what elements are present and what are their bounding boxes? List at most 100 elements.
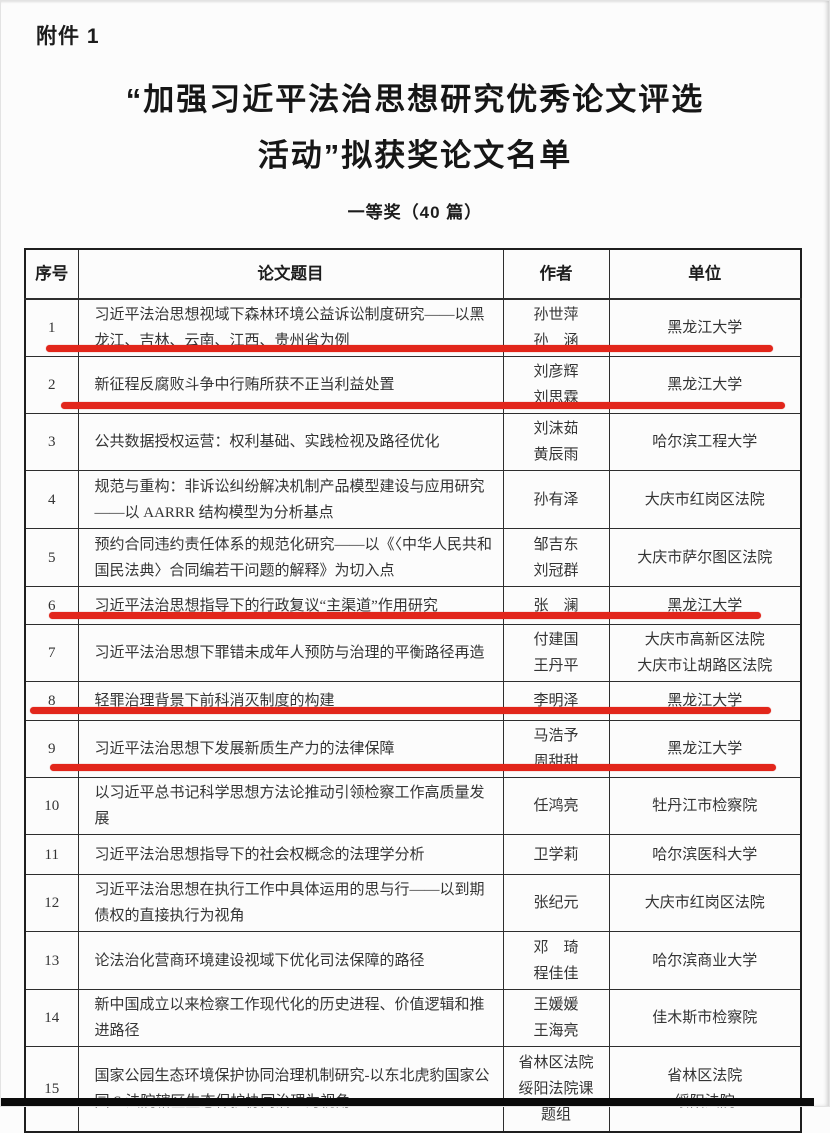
cell-text-line: 任鸿亮 [533, 798, 579, 814]
table-row: 5 预约合同违约责任体系的规范化研究——以《〈中华人民共和国民法典〉合同编若干问题… [24, 528, 802, 587]
red-underline [50, 764, 776, 771]
cell-unit: 大庆市红岗区法院 [608, 874, 802, 932]
cell-unit: 大庆市高新区法院 大庆市让胡路区法院 [608, 624, 802, 682]
table-row: 14 新中国成立以来检察工作现代化的历史进程、价值逻辑和推进路径 王媛媛 王海亮 佳木斯… [24, 989, 802, 1047]
cell-text-line: 黑龙江大学 [667, 320, 743, 336]
cell-text-line: 哈尔滨医科大学 [652, 846, 758, 863]
cell-text-line: 大庆市红岗区法院 [644, 491, 765, 508]
cell-text-line: 哈尔滨工程大学 [652, 434, 758, 450]
cell-unit: 黑龙江大学 [608, 681, 802, 721]
cell-text-line: 绥阳法院课 [518, 1080, 594, 1097]
table-row: 13 论法治化营商环境建设视域下优化司法保障的路径 邓 琦程佳佳 哈尔滨商业大学 [24, 931, 802, 990]
cell-serial-number: 7 [24, 624, 79, 682]
cell-text-line: 佳木斯市检察院 [652, 1010, 758, 1026]
attachment-label: 附件 1 [36, 25, 100, 48]
cell-unit: 佳木斯市检察院 [608, 989, 802, 1047]
red-underline [46, 345, 773, 352]
cell-text-line: 刘沫茹 [533, 421, 579, 437]
cell-text-line: 王媛媛 [533, 997, 579, 1013]
table-row: 11 习近平法治思想指导下的社会权概念的法理学分析 卫学莉 哈尔滨医科大学 [24, 834, 802, 875]
cell-text-line: 刘彦辉 [533, 364, 579, 380]
cell-authors: 卫学莉 [502, 834, 610, 875]
document-title-line1: “加强习近平法治思想研究优秀论文评选 [125, 82, 705, 117]
cell-paper-title: 习近平法治思想下罪错未成年人预防与治理的平衡路径再造 [77, 624, 504, 682]
table-row: 1 习近平法治思想视域下森林环境公益诉讼制度研究——以黑龙江、吉林、云南、江西、贵… [24, 298, 802, 357]
photo-edge-bar [0, 1098, 814, 1107]
table-row: 12 习近平法治思想在执行工作中具体运用的思与行——以到期债权的直接执行为视角 张纪… [24, 874, 802, 932]
red-underline [30, 707, 771, 714]
table-row: 3 公共数据授权运营：权利基础、实践检视及路径优化 刘沫茹黄辰雨 哈尔滨工程大学 [24, 413, 802, 471]
cell-text-line: 省林区法院 [667, 1067, 743, 1084]
cell-authors: 任鸿亮 [502, 777, 610, 835]
prize-level-subtitle: 一等奖（40 篇） [347, 203, 483, 222]
cell-authors: 孙有泽 [502, 470, 610, 529]
cell-text-line: 大庆市让胡路区法院 [637, 658, 773, 674]
cell-text-line: 大庆市高新区法院 [644, 632, 765, 648]
cell-serial-number: 3 [24, 413, 79, 471]
header-title: 论文题目 [77, 248, 504, 300]
cell-serial-number: 5 [24, 528, 79, 587]
cell-serial-number: 12 [24, 874, 79, 932]
cell-unit: 牡丹江市检察院 [608, 777, 802, 835]
header-no: 序号 [24, 248, 79, 300]
cell-unit: 大庆市红岗区法院 [608, 470, 802, 529]
cell-text-line: 邓 琦 [533, 939, 579, 956]
cell-text-line: 王丹平 [533, 658, 579, 674]
document-title-line2: 活动”拟获奖论文名单 [257, 138, 573, 173]
header-unit: 单位 [608, 248, 802, 300]
cell-text-line: 邹吉东 [533, 536, 579, 553]
table-row: 10 以习近平总书记科学思想方法论推动引领检察工作高质量发展 任鸿亮 牡丹江市检察院 [24, 777, 802, 835]
cell-serial-number: 8 [24, 681, 79, 721]
cell-text-line: 刘冠群 [533, 562, 579, 579]
cell-serial-number: 13 [24, 931, 79, 990]
cell-authors: 邹吉东 刘冠群 [502, 528, 610, 587]
cell-unit: 哈尔滨工程大学 [608, 413, 802, 471]
cell-paper-title: 以习近平总书记科学思想方法论推动引领检察工作高质量发展 [77, 777, 504, 835]
cell-paper-title: 论法治化营商环境建设视域下优化司法保障的路径 [77, 931, 504, 990]
red-underline [49, 612, 761, 619]
cell-text-line: 哈尔滨商业大学 [652, 952, 758, 969]
cell-text-line: 牡丹江市检察院 [652, 798, 758, 814]
cell-paper-title: 国家公园生态环境保护协同治理机制研究-以东北虎豹国家公园 S 法院辖区生态保护协… [77, 1046, 504, 1132]
cell-paper-title: 习近平法治思想在执行工作中具体运用的思与行——以到期债权的直接执行为视角 [77, 874, 504, 932]
cell-authors: 张纪元 [502, 874, 610, 932]
table-row: 7 习近平法治思想下罪错未成年人预防与治理的平衡路径再造 付建国 王丹平 大庆市高新区法… [24, 624, 802, 682]
cell-paper-title: 习近平法治思想指导下的社会权概念的法理学分析 [77, 834, 504, 875]
cell-text-line: 省林区法院 [518, 1054, 594, 1071]
cell-serial-number: 15 [24, 1046, 79, 1132]
table-row: 4 规范与重构：非诉讼纠纷解决机制产品模型建设与应用研究——以 AARRR 结构模… [24, 470, 802, 529]
cell-authors: 李明泽 [502, 681, 610, 721]
cell-text-line: 大庆市萨尔图区法院 [637, 549, 773, 566]
cell-text-line: 黑龙江大学 [667, 693, 743, 709]
cell-serial-number: 10 [24, 777, 79, 835]
cell-text-line: 孙世萍 [533, 307, 579, 323]
award-paper-table: 序号 论文题目 作者 单位 1 习近平法治思想视域下森林环境公益诉讼制度研究——以… [24, 248, 802, 1133]
cell-text-line: 张 澜 [533, 597, 579, 614]
cell-authors: 省林区法院 绥阳法院课 题组 [502, 1046, 610, 1132]
cell-serial-number: 14 [24, 989, 79, 1047]
cell-serial-number: 4 [24, 470, 79, 529]
cell-unit: 哈尔滨商业大学 [608, 931, 802, 990]
cell-text-line: 卫学莉 [533, 846, 579, 863]
cell-text-line: 黑龙江大学 [667, 741, 743, 757]
cell-text-line: 张纪元 [533, 895, 579, 911]
cell-serial-number: 11 [24, 834, 79, 875]
cell-paper-title: 规范与重构：非诉讼纠纷解决机制产品模型建设与应用研究——以 AARRR 结构模型… [77, 470, 504, 529]
cell-text-line: 黑龙江大学 [667, 377, 743, 393]
cell-text-line: 黄辰雨 [533, 447, 579, 463]
cell-text-line: 王海亮 [533, 1023, 579, 1039]
header-author: 作者 [502, 248, 610, 300]
cell-text-line: 李明泽 [533, 693, 579, 709]
cell-authors: 付建国 王丹平 [502, 624, 610, 682]
cell-text-line: 大庆市红岗区法院 [644, 895, 765, 911]
table-row: 8 轻罪治理背景下前科消灭制度的构建 李明泽 黑龙江大学 [24, 681, 802, 721]
cell-text-line: 黑龙江大学 [667, 597, 743, 614]
cell-paper-title: 轻罪治理背景下前科消灭制度的构建 [77, 681, 504, 721]
cell-authors: 王媛媛 王海亮 [502, 989, 610, 1047]
cell-paper-title: 公共数据授权运营：权利基础、实践检视及路径优化 [77, 413, 504, 471]
cell-unit: 哈尔滨医科大学 [608, 834, 802, 875]
cell-text-line: 程佳佳 [533, 965, 579, 982]
cell-text-line: 付建国 [533, 632, 579, 648]
